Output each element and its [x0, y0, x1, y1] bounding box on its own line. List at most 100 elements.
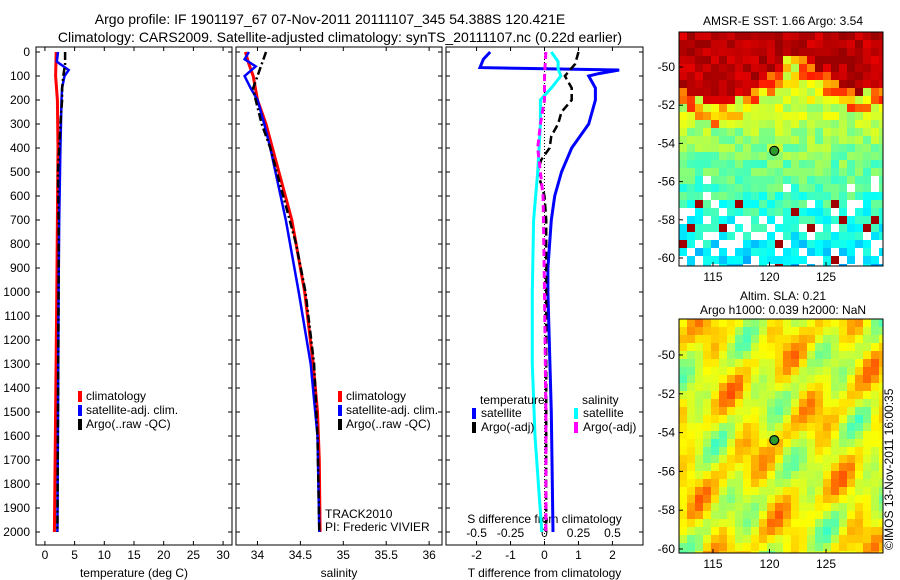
map-cell [735, 208, 743, 216]
temperature-xtick-label: 30 [216, 548, 230, 562]
map-cell [799, 256, 807, 264]
map-cell [735, 463, 743, 471]
map-cell [871, 144, 879, 152]
map-cell [727, 431, 735, 439]
map-cell [847, 120, 855, 128]
map-cell [823, 56, 831, 64]
depth-tick-label: 100 [10, 69, 30, 83]
map-cell [775, 479, 783, 487]
map-cell [807, 120, 815, 128]
map-cell [703, 104, 711, 112]
map-cell [775, 367, 783, 375]
map-cell [687, 160, 695, 168]
map-cell [687, 455, 695, 463]
map-cell [727, 248, 735, 256]
map-cell [839, 184, 847, 192]
map-cell [855, 64, 863, 72]
map-cell [735, 40, 743, 48]
map-cell [847, 431, 855, 439]
map-cell [791, 80, 799, 88]
lat-tick-label: -60 [658, 542, 676, 556]
map-cell [815, 455, 823, 463]
s-diff-tick-label: 0.5 [604, 526, 621, 540]
lon-tick-label: 115 [703, 557, 722, 571]
map-cell [823, 455, 831, 463]
map-cell [791, 327, 799, 335]
map-cell [799, 327, 807, 335]
map-cell [847, 407, 855, 415]
map-cell [815, 192, 823, 200]
map-cell [815, 160, 823, 168]
map-cell [775, 519, 783, 527]
map-cell [815, 423, 823, 431]
map-cell [695, 519, 703, 527]
map-cell [823, 343, 831, 351]
map-cell [831, 200, 839, 208]
map-cell [815, 399, 823, 407]
map-cell [831, 256, 839, 264]
map-cell [791, 56, 799, 64]
map-cell [711, 128, 719, 136]
map-cell [807, 200, 815, 208]
map-cell [687, 335, 695, 343]
map-cell [703, 439, 711, 447]
map-cell [735, 168, 743, 176]
map-cell [791, 399, 799, 407]
map-cell [783, 176, 791, 184]
map-cell [807, 415, 815, 423]
map-cell [759, 160, 767, 168]
map-cell [847, 439, 855, 447]
map-cell [863, 367, 871, 375]
map-cell [783, 479, 791, 487]
map-cell [711, 487, 719, 495]
map-cell [703, 40, 711, 48]
map-cell [863, 208, 871, 216]
map-cell [759, 120, 767, 128]
map-cell [855, 96, 863, 104]
map-cell [799, 168, 807, 176]
map-cell [807, 64, 815, 72]
map-cell [711, 200, 719, 208]
map-cell [743, 168, 751, 176]
map-cell [743, 431, 751, 439]
map-cell [815, 463, 823, 471]
map-cell [879, 104, 883, 112]
map-cell [815, 375, 823, 383]
map-cell [839, 72, 847, 80]
map-cell [839, 367, 847, 375]
map-cell [679, 535, 687, 543]
map-cell [855, 128, 863, 136]
map-cell [695, 391, 703, 399]
map-cell [847, 248, 855, 256]
map-cell [863, 359, 871, 367]
salinity-xtick-label: 34 [251, 548, 265, 562]
map-cell [719, 447, 727, 455]
salinity-series-argo-raw-qc- [251, 51, 321, 533]
map-cell [751, 551, 759, 553]
map-cell [855, 335, 863, 343]
map-cell [703, 72, 711, 80]
map-cell [711, 319, 719, 327]
map-cell [879, 152, 883, 160]
map-cell [735, 351, 743, 359]
map-cell [871, 72, 879, 80]
map-cell [871, 471, 879, 479]
map-cell [719, 511, 727, 519]
map-cell [679, 136, 687, 144]
map-cell [847, 104, 855, 112]
title-line-1: Argo profile: IF 1901197_67 07-Nov-2011 … [95, 11, 565, 27]
map-cell [687, 319, 695, 327]
map-cell [807, 343, 815, 351]
map-cell [735, 152, 743, 160]
map-cell [839, 415, 847, 423]
map-cell [871, 335, 879, 343]
map-cell [735, 176, 743, 184]
map-cell [743, 423, 751, 431]
map-cell [711, 343, 719, 351]
map-cell [783, 495, 791, 503]
map-cell [791, 232, 799, 240]
map-cell [767, 32, 775, 40]
legend-label: Argo(..raw -QC) [86, 417, 171, 431]
map-cell [799, 495, 807, 503]
map-cell [727, 391, 735, 399]
